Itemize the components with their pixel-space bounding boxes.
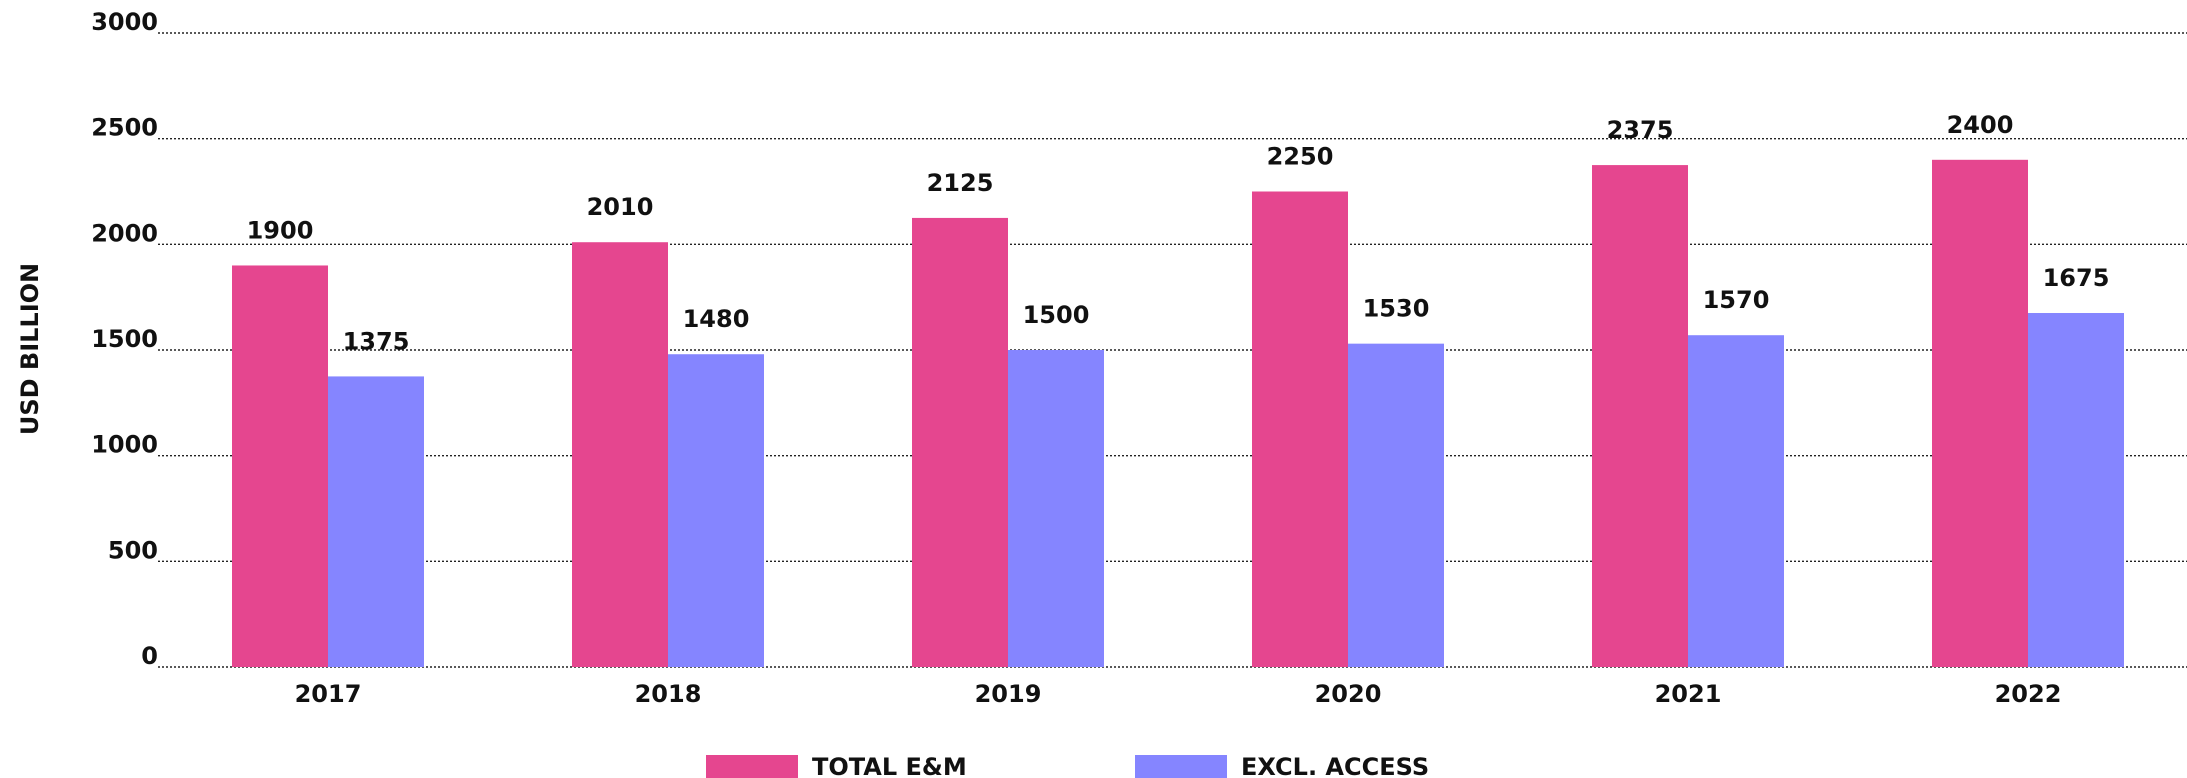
value-label: 1530 <box>1363 295 1430 323</box>
legend-swatch <box>706 755 798 778</box>
bar <box>1592 165 1688 668</box>
value-label: 1675 <box>2043 264 2110 292</box>
x-tick-label: 2020 <box>1315 680 1382 708</box>
value-label: 1480 <box>683 305 750 333</box>
x-tick-label: 2019 <box>975 680 1042 708</box>
value-label: 2400 <box>1947 111 2014 139</box>
legend-label: TOTAL E&M <box>812 753 967 778</box>
y-tick-label: 1000 <box>91 431 158 459</box>
value-label: 2010 <box>587 193 654 221</box>
y-tick-label: 1500 <box>91 325 158 353</box>
y-tick-label: 0 <box>141 642 158 670</box>
x-tick-label: 2021 <box>1655 680 1722 708</box>
y-tick-label: 2500 <box>91 114 158 142</box>
legend-swatch <box>1135 755 1227 778</box>
y-tick-label: 3000 <box>91 8 158 36</box>
x-tick-label: 2017 <box>295 680 362 708</box>
y-tick-label: 2000 <box>91 219 158 247</box>
bar <box>328 376 424 667</box>
bar <box>668 354 764 667</box>
value-label: 1375 <box>343 327 410 355</box>
bar <box>2028 313 2124 667</box>
legend-label: EXCL. ACCESS <box>1241 753 1429 778</box>
y-axis-title: USD BILLION <box>16 263 44 435</box>
bar <box>232 265 328 667</box>
bar <box>1932 159 2028 668</box>
bar <box>1688 335 1784 667</box>
y-tick-label: 500 <box>108 536 158 564</box>
value-label: 2375 <box>1607 116 1674 144</box>
bar <box>1252 191 1348 667</box>
bar <box>1008 350 1104 667</box>
bar <box>572 242 668 667</box>
value-label: 1570 <box>1703 286 1770 314</box>
x-tick-label: 2022 <box>1995 680 2062 708</box>
value-label: 1900 <box>247 216 314 244</box>
x-tick-label: 2018 <box>635 680 702 708</box>
bar <box>912 217 1008 667</box>
value-label: 2125 <box>927 169 994 197</box>
bar <box>1348 343 1444 667</box>
value-label: 1500 <box>1023 301 1090 329</box>
value-label: 2250 <box>1267 143 1334 171</box>
